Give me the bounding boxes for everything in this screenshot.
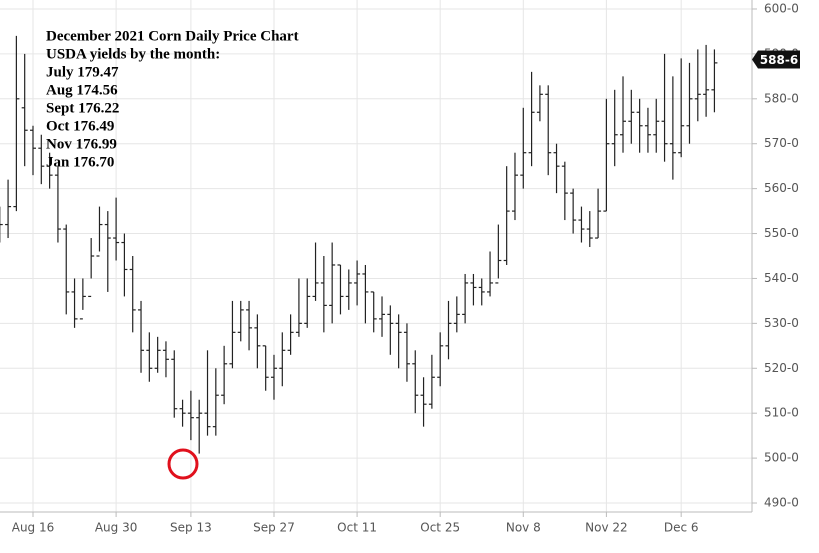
y-tick-label: 530-0: [764, 316, 799, 330]
chart-title: December 2021 Corn Daily Price Chart: [46, 28, 299, 44]
y-tick-label: 540-0: [764, 271, 799, 285]
annotation-line: Aug 174.56: [46, 82, 118, 98]
y-tick-label: 600-0: [764, 1, 799, 15]
y-tick-label: 500-0: [764, 451, 799, 465]
y-tick-label: 550-0: [764, 226, 799, 240]
x-tick-label: Oct 25: [420, 521, 460, 535]
last-price-label: 588-6: [760, 53, 798, 67]
y-tick-label: 560-0: [764, 181, 799, 195]
x-tick-label: Oct 11: [337, 521, 377, 535]
price-bars: [0, 35, 718, 454]
annotation-line: Nov 176.99: [46, 136, 117, 152]
x-tick-label: Aug 16: [12, 521, 55, 535]
x-tick-label: Nov 22: [585, 521, 628, 535]
annotations: USDA yields by the month: July 179.47 Aug …: [46, 46, 220, 170]
x-tick-label: Sep 13: [170, 521, 212, 535]
y-tick-label: 510-0: [764, 406, 799, 420]
y-tick-label: 490-0: [764, 496, 799, 510]
annotation-line: Sept 176.22: [46, 100, 119, 116]
annotation-line: July 179.47: [46, 64, 119, 80]
last-price-tag: [752, 50, 800, 69]
y-tick-label: 570-0: [764, 136, 799, 150]
y-tick-label: 580-0: [764, 91, 799, 105]
x-tick-label: Dec 6: [664, 521, 699, 535]
x-tick-label: Nov 8: [506, 521, 541, 535]
x-tick-label: Aug 30: [95, 521, 138, 535]
low-highlight-circle: [167, 448, 199, 480]
annotation-line: Jan 176.70: [46, 154, 114, 170]
annotation-line: USDA yields by the month:: [46, 46, 220, 62]
annotation-line: Oct 176.49: [46, 118, 114, 134]
y-tick-label: 520-0: [764, 361, 799, 375]
x-tick-label: Sep 27: [253, 521, 295, 535]
